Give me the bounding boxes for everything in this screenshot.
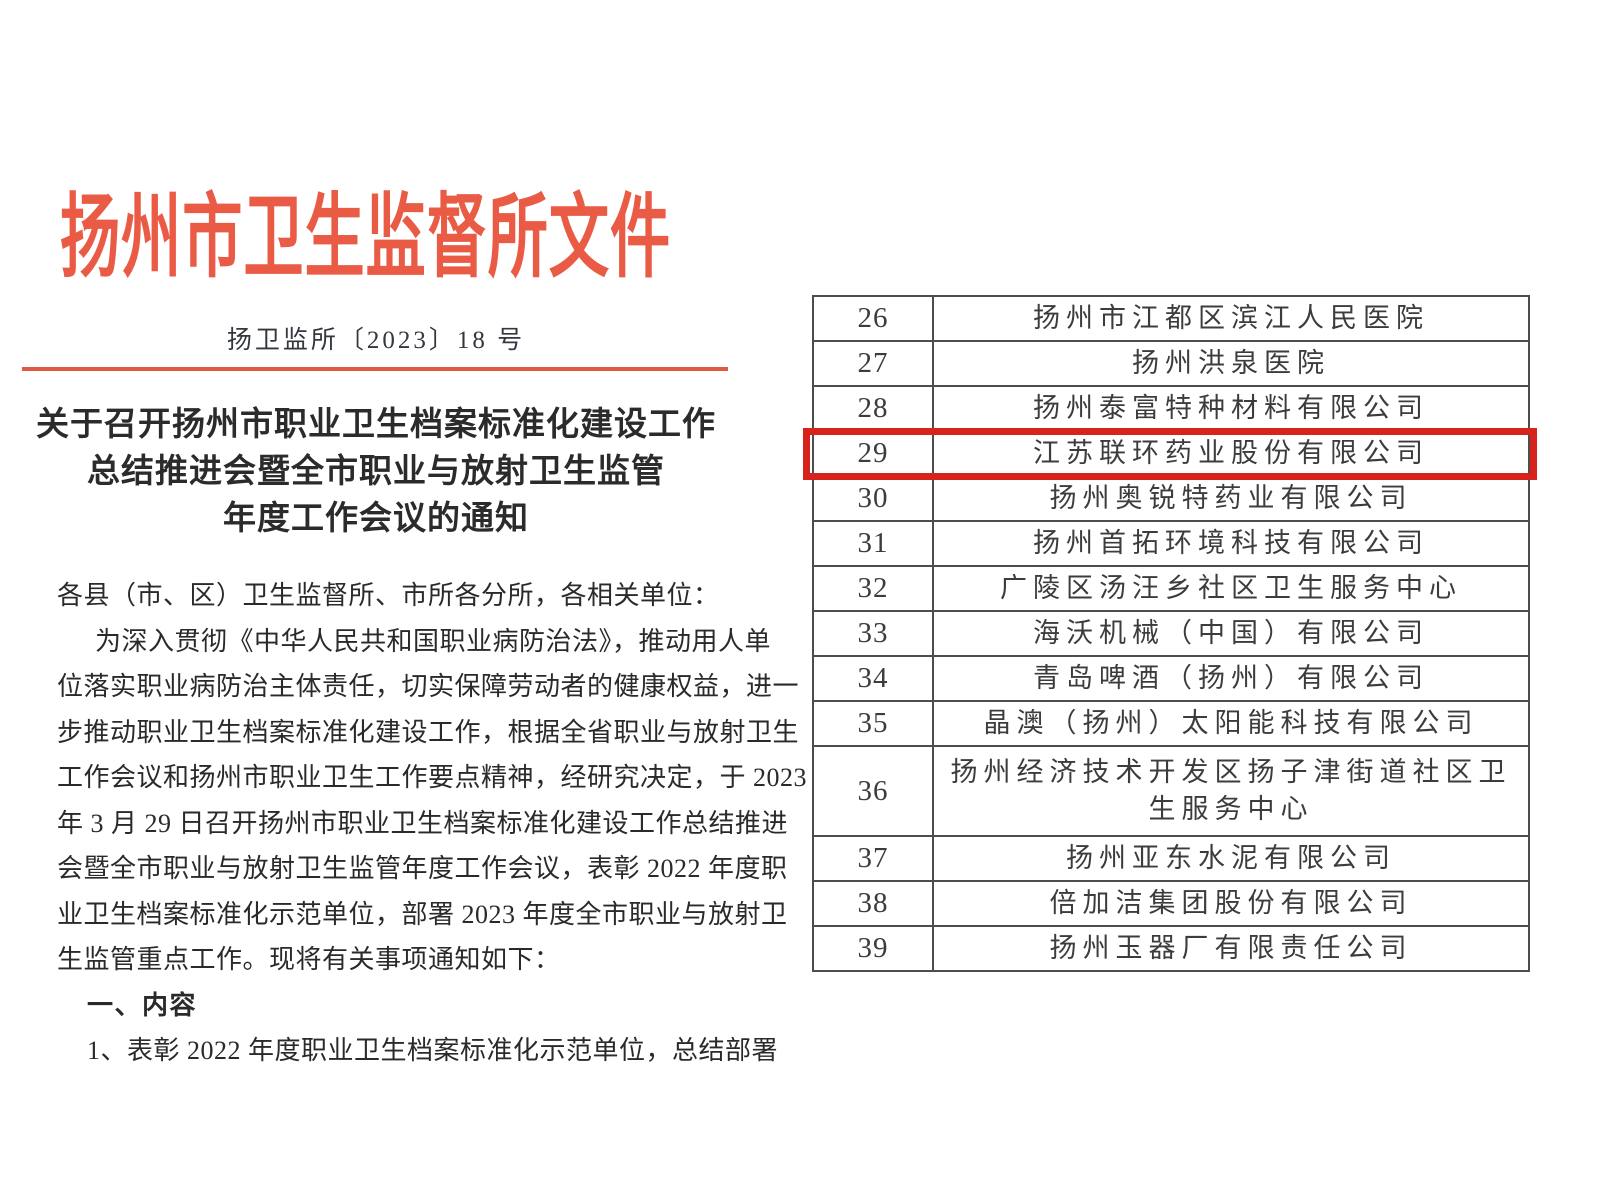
row-number: 34 (812, 655, 934, 702)
org-name: 倍加洁集团股份有限公司 (932, 880, 1530, 927)
table-row: 26 扬州市江都区滨江人民医院 (812, 295, 1530, 342)
org-name: 扬州泰富特种材料有限公司 (932, 385, 1530, 432)
table-row: 36 扬州经济技术开发区扬子津街道社区卫生服务中心 (812, 745, 1530, 837)
body-line: 1、表彰 2022 年度职业卫生档案标准化示范单位，总结部署 (87, 1036, 779, 1065)
row-number: 28 (812, 385, 934, 432)
body-line: 工作会议和扬州市职业卫生工作要点精神，经研究决定，于 2023 (57, 763, 808, 792)
table-row: 32 广陵区汤汪乡社区卫生服务中心 (812, 565, 1530, 612)
notice-title-line: 年度工作会议的通知 (223, 501, 529, 537)
body-line: 生监管重点工作。现将有关事项通知如下： (57, 945, 561, 974)
org-name: 扬州市江都区滨江人民医院 (932, 295, 1530, 342)
org-name: 广陵区汤汪乡社区卫生服务中心 (932, 565, 1530, 612)
table-row: 35 晶澳（扬州）太阳能科技有限公司 (812, 700, 1530, 747)
table-row: 38 倍加洁集团股份有限公司 (812, 880, 1530, 927)
table-row: 30 扬州奥锐特药业有限公司 (812, 475, 1530, 522)
org-name: 海沃机械（中国）有限公司 (932, 610, 1530, 657)
table-row: 27 扬州洪泉医院 (812, 340, 1530, 387)
body-line: 为深入贯彻《中华人民共和国职业病防治法》，推动用人单 (95, 626, 772, 656)
red-divider-rule (22, 367, 728, 371)
body-line: 业卫生档案标准化示范单位，部署 2023 年度全市职业与放射卫 (57, 899, 788, 929)
body-line: 年 3 月 29 日召开扬州市职业卫生档案标准化建设工作总结推进 (57, 808, 789, 838)
table-row: 34 青岛啤酒（扬州）有限公司 (812, 655, 1530, 702)
body-line: 各县（市、区）卫生监督所、市所各分所，各相关单位： (57, 581, 720, 610)
org-name: 江苏联环药业股份有限公司 (932, 430, 1530, 477)
row-number: 33 (812, 610, 934, 657)
body-line: 步推动职业卫生档案标准化建设工作，根据全省职业与放射卫生 (57, 717, 800, 747)
org-name: 扬州奥锐特药业有限公司 (932, 475, 1530, 522)
notice-body: 各县（市、区）卫生监督所、市所各分所，各相关单位： 为深入贯彻《中华人民共和国职… (57, 573, 808, 1074)
notice-title-line: 关于召开扬州市职业卫生档案标准化建设工作 (36, 407, 716, 443)
row-number: 32 (812, 565, 934, 612)
table-row: 37 扬州亚东水泥有限公司 (812, 835, 1530, 882)
row-number: 29 (812, 430, 934, 477)
row-number: 36 (812, 745, 934, 837)
table-row-highlighted: 29 江苏联环药业股份有限公司 (812, 430, 1530, 477)
table-row: 33 海沃机械（中国）有限公司 (812, 610, 1530, 657)
document-header-title: 扬州市卫生监督所文件 (60, 188, 672, 290)
row-number: 37 (812, 835, 934, 882)
body-section-heading: 一、内容 (87, 990, 198, 1020)
org-name: 扬州经济技术开发区扬子津街道社区卫生服务中心 (932, 745, 1530, 837)
row-number: 26 (812, 295, 934, 342)
row-number: 30 (812, 475, 934, 522)
row-number: 35 (812, 700, 934, 747)
row-number: 31 (812, 520, 934, 567)
body-line: 会暨全市职业与放射卫生监管年度工作会议，表彰 2022 年度职 (57, 854, 788, 883)
table-row: 28 扬州泰富特种材料有限公司 (812, 385, 1530, 432)
row-number: 38 (812, 880, 934, 927)
table-row: 39 扬州玉器厂有限责任公司 (812, 925, 1530, 972)
award-units-table: 26 扬州市江都区滨江人民医院 27 扬州洪泉医院 28 扬州泰富特种材料有限公… (812, 295, 1530, 972)
org-name: 青岛啤酒（扬州）有限公司 (932, 655, 1530, 702)
body-line: 位落实职业病防治主体责任，切实保障劳动者的健康权益，进一 (57, 672, 800, 701)
org-name: 扬州玉器厂有限责任公司 (932, 925, 1530, 972)
row-number: 39 (812, 925, 934, 972)
org-name: 扬州洪泉医院 (932, 340, 1530, 387)
org-name: 晶澳（扬州）太阳能科技有限公司 (932, 700, 1530, 747)
org-name: 扬州首拓环境科技有限公司 (932, 520, 1530, 567)
document-number: 扬卫监所〔2023〕18 号 (226, 327, 526, 354)
notice-title-line: 总结推进会暨全市职业与放射卫生监管 (87, 454, 665, 490)
notice-title: 关于召开扬州市职业卫生档案标准化建设工作 总结推进会暨全市职业与放射卫生监管 年… (28, 402, 724, 543)
table-row: 31 扬州首拓环境科技有限公司 (812, 520, 1530, 567)
org-name: 扬州亚东水泥有限公司 (932, 835, 1530, 882)
row-number: 27 (812, 340, 934, 387)
